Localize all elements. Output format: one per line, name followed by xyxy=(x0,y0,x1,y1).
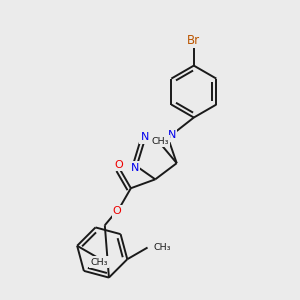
Text: N: N xyxy=(168,130,176,140)
Text: CH₃: CH₃ xyxy=(153,243,171,252)
Text: CH₃: CH₃ xyxy=(90,258,108,267)
Text: O: O xyxy=(113,206,122,216)
Text: N: N xyxy=(141,132,149,142)
Text: Br: Br xyxy=(187,34,200,47)
Text: N: N xyxy=(131,163,139,173)
Text: CH₃: CH₃ xyxy=(151,137,169,146)
Text: O: O xyxy=(115,160,123,170)
